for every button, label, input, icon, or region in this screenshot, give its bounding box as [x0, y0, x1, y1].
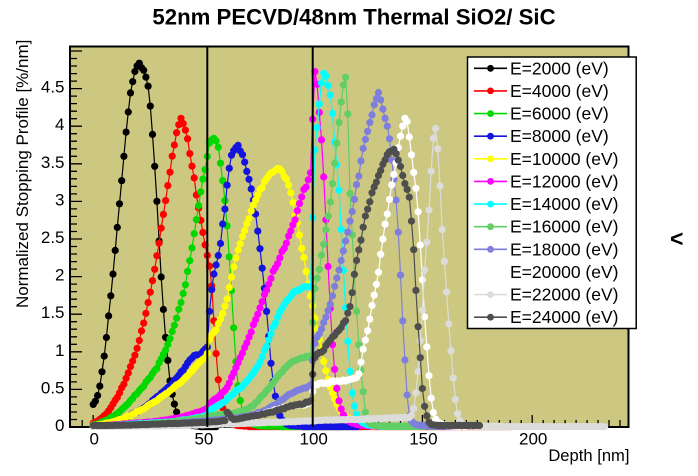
- svg-text:3: 3: [55, 190, 64, 209]
- svg-text:2: 2: [55, 266, 64, 285]
- svg-text:E=16000 (eV): E=16000 (eV): [510, 217, 618, 237]
- svg-text:E=10000 (eV): E=10000 (eV): [510, 149, 618, 169]
- svg-text:1: 1: [55, 341, 64, 360]
- svg-text:E=2000 (eV): E=2000 (eV): [510, 58, 609, 78]
- svg-text:50: 50: [194, 430, 213, 449]
- svg-text:E=6000 (eV): E=6000 (eV): [510, 104, 609, 124]
- svg-text:1.5: 1.5: [41, 303, 65, 322]
- svg-text:150: 150: [409, 430, 437, 449]
- svg-text:100: 100: [300, 430, 328, 449]
- svg-text:E=24000 (eV): E=24000 (eV): [510, 307, 618, 327]
- svg-text:Depth [nm]: Depth [nm]: [548, 446, 629, 465]
- svg-text:2.5: 2.5: [41, 228, 65, 247]
- svg-text:E=20000 (eV): E=20000 (eV): [510, 262, 618, 282]
- svg-text:4: 4: [55, 115, 64, 134]
- svg-text:0.5: 0.5: [41, 378, 65, 397]
- svg-text:0: 0: [55, 416, 64, 435]
- svg-text:52nm PECVD/48nm Thermal SiO2/: 52nm PECVD/48nm Thermal SiO2/ SiC: [152, 4, 555, 29]
- svg-text:E=22000 (eV): E=22000 (eV): [510, 285, 618, 305]
- svg-text:E=14000 (eV): E=14000 (eV): [510, 194, 618, 214]
- svg-text:<: <: [670, 226, 683, 252]
- svg-text:Normalized Stopping Profile [%: Normalized Stopping Profile [%/nm]: [13, 40, 32, 308]
- svg-text:200: 200: [519, 430, 547, 449]
- svg-text:4.5: 4.5: [41, 78, 65, 97]
- svg-text:E=4000 (eV): E=4000 (eV): [510, 81, 609, 101]
- svg-text:0: 0: [89, 430, 98, 449]
- svg-text:E=8000 (eV): E=8000 (eV): [510, 126, 609, 146]
- svg-text:E=18000 (eV): E=18000 (eV): [510, 239, 618, 259]
- svg-text:3.5: 3.5: [41, 153, 65, 172]
- svg-text:E=12000 (eV): E=12000 (eV): [510, 171, 618, 191]
